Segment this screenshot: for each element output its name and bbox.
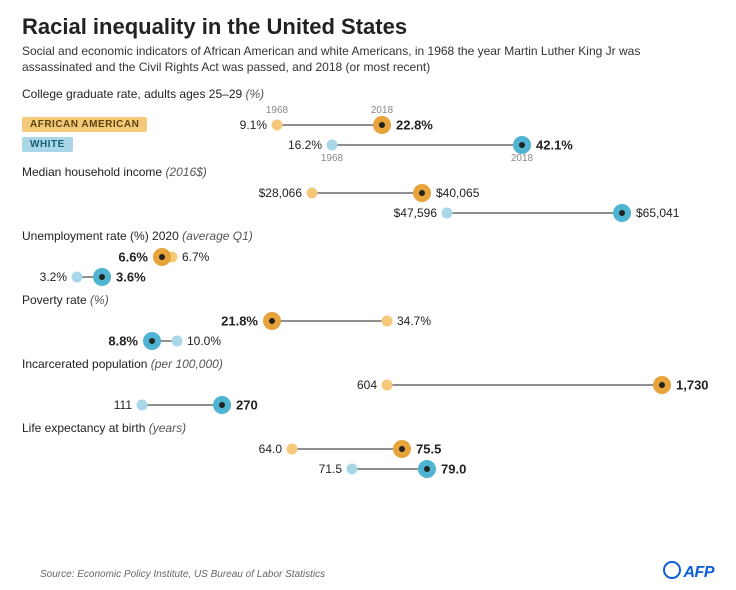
section-label: Poverty rate (%) [22,293,714,307]
value-start: 6.7% [182,250,209,264]
dot-1968 [172,336,183,347]
dot-1968 [347,464,358,475]
dot-1968 [272,120,283,131]
dot-2018 [513,136,531,154]
connector-line [352,469,427,470]
section: Unemployment rate (%) 2020 (average Q1) 6… [22,229,714,287]
section: College graduate rate, adults ages 25–29… [22,87,714,159]
page-subtitle: Social and economic indicators of Africa… [22,44,712,75]
value-end: 8.8% [108,334,138,349]
year-label: 2018 [511,153,533,164]
chart-root: College graduate rate, adults ages 25–29… [22,87,714,479]
dot-2018 [93,268,111,286]
chart-area: 34.7% 21.8%10.0% 8.8% [22,309,712,351]
section-label: College graduate rate, adults ages 25–29… [22,87,714,101]
value-end: 22.8% [396,118,433,133]
dot-1968 [327,140,338,151]
dot-2018 [153,248,171,266]
legend-white: WHITE [22,137,73,152]
value-end: 1,730 [676,378,709,393]
value-start: 34.7% [397,314,431,328]
dot-2018 [213,396,231,414]
value-end: 3.6% [116,270,146,285]
value-start: 10.0% [187,334,221,348]
value-start: $47,596 [394,206,437,220]
source-text: Source: Economic Policy Institute, US Bu… [40,569,325,580]
year-label: 1968 [321,153,343,164]
value-start: $28,066 [259,186,302,200]
section: Life expectancy at birth (years) 64.0 75.5… [22,421,714,479]
section-label: Life expectancy at birth (years) [22,421,714,435]
connector-line [142,405,222,406]
section-label: Incarcerated population (per 100,000) [22,357,714,371]
dot-2018 [418,460,436,478]
value-start: 64.0 [259,442,282,456]
value-start: 3.2% [40,270,67,284]
section-label: Median household income (2016$) [22,165,714,179]
connector-line [292,449,402,450]
dot-2018 [653,376,671,394]
chart-area: 64.0 75.5 71.5 79.0 [22,437,712,479]
value-end: 270 [236,398,258,413]
chart-area: AFRICAN AMERICAN WHITE 9.1% 22.8% 1968 2018 16… [22,103,712,159]
dot-2018 [263,312,281,330]
dot-1968 [72,272,83,283]
connector-line [272,321,387,322]
dot-2018 [373,116,391,134]
dot-1968 [382,316,393,327]
value-start: 604 [357,378,377,392]
legend-african-american: AFRICAN AMERICAN [22,117,147,132]
value-start: 16.2% [288,138,322,152]
connector-line [277,125,382,126]
dot-1968 [287,444,298,455]
dot-2018 [613,204,631,222]
section: Incarcerated population (per 100,000) 604… [22,357,714,415]
connector-line [387,385,662,386]
page-title: Racial inequality in the United States [22,14,714,40]
value-end: $65,041 [636,206,679,220]
afp-logo: AFP [663,561,715,582]
value-end: 75.5 [416,442,441,457]
dot-2018 [143,332,161,350]
connector-line [332,145,522,146]
chart-area: $28,066 $40,065 $47,596 $65,041 [22,181,712,223]
dot-2018 [413,184,431,202]
year-label: 2018 [371,105,393,116]
connector-line [447,213,622,214]
value-end: 6.6% [118,250,148,265]
dot-1968 [442,208,453,219]
dot-1968 [307,188,318,199]
value-start: 111 [114,398,132,412]
value-end: $40,065 [436,186,479,200]
dot-1968 [137,400,148,411]
chart-area: 604 1,730 111 270 [22,373,712,415]
connector-line [312,193,422,194]
value-end: 79.0 [441,462,466,477]
dot-2018 [393,440,411,458]
section: Median household income (2016$) $28,066 $4… [22,165,714,223]
section: Poverty rate (%) 34.7% 21.8%10.0% 8.8% [22,293,714,351]
value-end: 42.1% [536,138,573,153]
section-label: Unemployment rate (%) 2020 (average Q1) [22,229,714,243]
year-label: 1968 [266,105,288,116]
chart-area: 6.7% 6.6% 3.2% 3.6% [22,245,712,287]
value-start: 71.5 [319,462,342,476]
value-end: 21.8% [221,314,258,329]
value-start: 9.1% [240,118,267,132]
dot-1968 [382,380,393,391]
